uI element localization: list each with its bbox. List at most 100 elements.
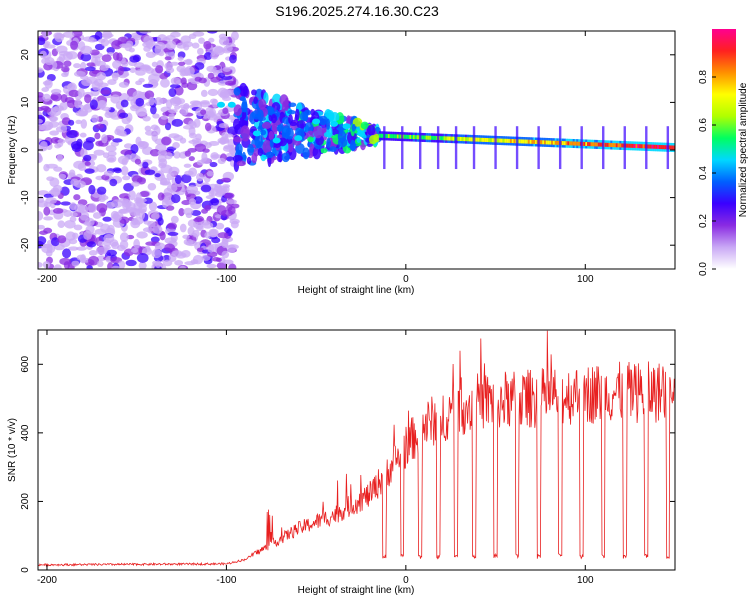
spectrogram-transition-blob <box>233 136 243 143</box>
snr-y-tick-label: 200 <box>20 493 31 510</box>
spectrogram-transition-blob <box>257 109 264 122</box>
spectrogram-noise-blob <box>73 63 81 69</box>
spectrogram-noise-blob <box>165 34 176 41</box>
spectrogram-carrier-cell <box>529 139 532 144</box>
spectrogram-noise-blob <box>71 31 83 38</box>
spectrogram-noise-blob <box>71 260 80 267</box>
spectrogram-carrier-cell <box>452 136 455 141</box>
spectrogram-noise-blob <box>50 94 59 101</box>
spectrogram-y-tick-label: 0 <box>20 147 31 153</box>
spectrogram-transition-blob <box>281 152 290 163</box>
spectrogram-carrier-fragment <box>272 137 281 144</box>
spectrogram-noise-blob <box>180 77 187 85</box>
spectrogram-noise-blob <box>183 238 194 246</box>
spectrogram-transition-blob <box>302 147 310 160</box>
spectrogram-noise-blob <box>206 31 218 34</box>
spectrogram-noise-blob <box>100 65 109 72</box>
spectrogram-carrier-cell <box>508 138 511 143</box>
spectrogram-noise-blob <box>118 81 130 88</box>
spectrogram-noise-blob <box>84 168 95 174</box>
spectrogram-transition-blob <box>246 156 252 165</box>
spectrogram-transition-blob <box>351 123 356 132</box>
spectrogram-noise-blob <box>87 203 97 214</box>
spectrogram-noise-blob <box>184 67 191 76</box>
spectrogram-noise-blob <box>96 255 107 262</box>
spectrogram-carrier-cell <box>545 140 549 145</box>
spectrogram-noise-blob <box>38 224 45 230</box>
spectrogram-carrier-cell <box>457 136 461 141</box>
spectrogram-noise-blob <box>130 181 140 187</box>
spectrogram-noise-blob <box>205 195 215 200</box>
spectrogram-carrier-cell <box>630 143 633 148</box>
snr-y-tick-label: 0 <box>20 567 31 573</box>
spectrogram-noise-blob <box>38 230 48 235</box>
snr-x-tick-label: 0 <box>403 575 409 586</box>
spectrogram-noise-blob <box>49 106 62 117</box>
spectrogram-transition-blob <box>241 110 247 120</box>
spectrogram-noise-blob <box>144 169 156 175</box>
spectrogram-noise-blob <box>82 104 91 111</box>
spectrogram-noise-blob <box>94 60 106 67</box>
spectrogram-noise-blob <box>60 124 68 133</box>
spectrogram-noise-blob <box>79 211 90 221</box>
spectrogram-noise-blob <box>220 177 231 183</box>
spectrogram-noise-blob <box>39 141 48 150</box>
spectrogram-noise-blob <box>154 97 164 106</box>
spectrogram-noise-blob <box>130 247 139 254</box>
spectrogram-transition-blob <box>253 96 258 105</box>
spectrogram-carrier-cell <box>613 143 617 148</box>
spectrogram-noise-blob <box>68 246 79 251</box>
spectrogram-noise-blob <box>171 193 181 204</box>
spectrogram-noise-blob <box>217 72 226 79</box>
spectrogram-x-tick-label: -200 <box>37 274 57 285</box>
spectrogram-noise-blob <box>222 66 231 72</box>
colorbar-ticks: 0.0 0.2 0.4 0.6 0.8 <box>698 70 716 276</box>
spectrogram-noise-blob <box>217 87 229 98</box>
spectrogram-noise-blob <box>223 192 235 199</box>
spectrogram-carrier-cell <box>535 139 538 144</box>
spectrogram-carrier-cell <box>648 144 651 149</box>
spectrogram-noise-blob <box>64 97 75 104</box>
spectrogram-carrier-cell <box>386 134 389 139</box>
spectrogram-noise-blob <box>49 177 60 188</box>
spectrogram-noise-blob <box>127 96 135 102</box>
spectrogram-noise-blob <box>199 101 211 108</box>
spectrogram-noise-blob <box>139 31 152 34</box>
spectrogram-noise-blob <box>139 191 150 198</box>
spectrogram-noise-blob <box>226 199 237 205</box>
spectrogram-noise-blob <box>226 204 233 211</box>
spectrogram-carrier-cell <box>633 143 636 148</box>
spectrogram-noise-blob <box>38 37 46 46</box>
spectrogram-noise-blob <box>85 136 96 143</box>
spectrogram-noise-blob <box>109 178 118 187</box>
spectrogram-noise-blob <box>83 154 92 162</box>
spectrogram-noise-blob <box>96 186 107 195</box>
spectrogram-carrier-cell <box>509 138 513 143</box>
spectrogram-noise-blob <box>165 205 175 211</box>
spectrogram-carrier-cell <box>576 141 579 146</box>
snr-y-tick-label: 600 <box>20 356 31 373</box>
spectrogram-noise-blob <box>91 114 100 123</box>
spectrogram-noise-blob <box>183 43 190 51</box>
spectrogram-noise-blob <box>142 227 154 233</box>
spectrogram-noise-blob <box>159 72 169 80</box>
spectrogram-noise-blob <box>43 206 51 216</box>
spectrogram-noise-blob <box>174 104 181 110</box>
spectrogram-noise-blob <box>95 164 107 173</box>
spectrogram-transition-blob <box>233 87 241 96</box>
spectrogram-noise-blob <box>135 192 142 203</box>
spectrogram-noise-blob <box>86 62 97 67</box>
spectrogram-noise-blob <box>171 118 184 127</box>
spectrogram-noise-blob <box>39 124 52 132</box>
spectrogram-transition-blob <box>296 120 306 129</box>
spectrogram-carrier-cell <box>639 144 642 149</box>
spectrogram-transition-blob <box>360 121 369 130</box>
spectrogram-noise-blob <box>111 241 120 250</box>
spectrogram-noise-blob <box>53 264 62 269</box>
spectrogram-carrier-cell <box>407 134 410 139</box>
spectrogram-carrier-fragment <box>227 101 236 108</box>
spectrogram-noise-blob <box>159 181 172 186</box>
spectrogram-noise-blob <box>111 199 123 208</box>
spectrogram-noise-blob <box>220 209 233 217</box>
